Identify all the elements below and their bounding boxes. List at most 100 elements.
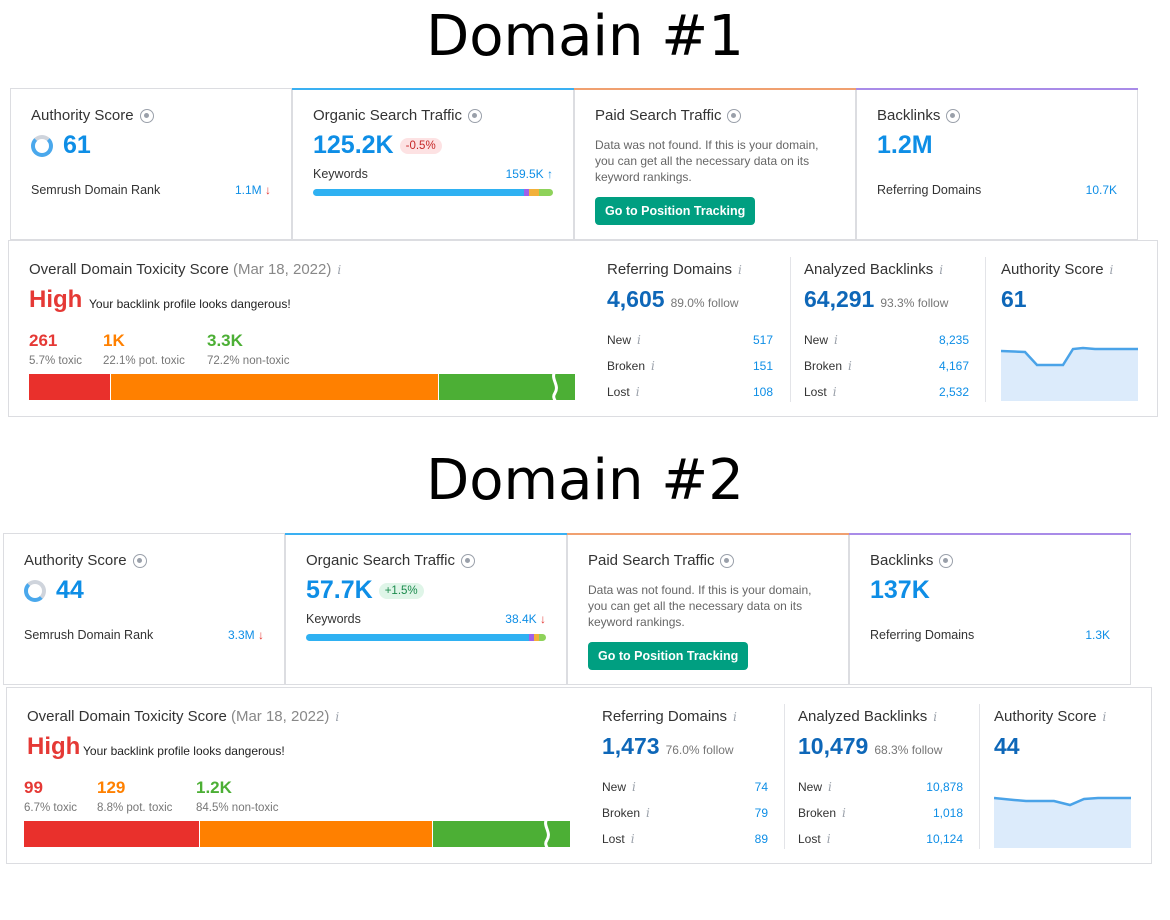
divider [784, 704, 785, 849]
change-badge: -0.5% [399, 138, 442, 154]
info-icon[interactable]: i [933, 710, 938, 724]
info-icon: i [842, 806, 846, 820]
info-icon[interactable]: i [1102, 710, 1107, 724]
potentially-toxic-stat[interactable]: 1K 22.1% pot. toxic [103, 331, 185, 367]
toxicity-panel: Overall Domain Toxicity Score (Mar 18, 2… [6, 687, 1152, 864]
toxicity-bar [29, 374, 575, 400]
keywords-label: Keywords [313, 167, 368, 181]
referring-lost-value[interactable]: 108 [752, 385, 773, 399]
authority-score-value: 61 [63, 131, 91, 159]
toxicity-bar [24, 821, 570, 847]
authority-score-card[interactable]: Authority Score 61 Semrush Domain Rank 1… [10, 88, 292, 240]
organic-traffic-value[interactable]: 125.2K -0.5% [313, 131, 442, 160]
card-title: Backlinks [870, 552, 934, 569]
globe-icon [946, 108, 961, 123]
info-icon: i [848, 359, 852, 373]
referring-domains-total[interactable]: 4,605 89.0% follow [607, 286, 739, 312]
referring-domains-label: Referring Domains [877, 183, 982, 197]
authority-trend-chart[interactable] [994, 788, 1131, 850]
referring-broken-value[interactable]: 79 [754, 806, 768, 820]
toxicity-level: High [27, 733, 81, 760]
referring-domains-label: Referring Domains [870, 628, 975, 642]
potentially-toxic-stat[interactable]: 129 8.8% pot. toxic [97, 778, 173, 814]
paid-traffic-card[interactable]: Paid Search Traffic Data was not found. … [567, 533, 849, 685]
analyzed-lost-value[interactable]: 2,532 [938, 385, 969, 399]
referring-broken-value[interactable]: 151 [752, 359, 773, 373]
backlinks-value[interactable]: 1.2M [877, 131, 933, 159]
divider [790, 257, 791, 402]
globe-icon [467, 108, 482, 123]
referring-domains-column: Referring Domains i 1,473 76.0% follow New… [602, 708, 768, 846]
authority-ring-icon [31, 135, 53, 157]
analyzed-broken-value[interactable]: 4,167 [938, 359, 969, 373]
referring-new-value[interactable]: 517 [752, 333, 773, 347]
info-icon[interactable]: i [738, 263, 742, 277]
info-icon[interactable]: i [335, 710, 340, 724]
backlinks-value[interactable]: 137K [870, 576, 930, 604]
toxic-stat[interactable]: 99 6.7% toxic [24, 778, 78, 814]
backlinks-card[interactable]: Backlinks 1.2M Referring Domains 10.7K [856, 88, 1138, 240]
divider [979, 704, 980, 849]
toxicity-note: Your backlink profile looks dangerous! [83, 744, 285, 758]
go-to-position-tracking-button[interactable]: Go to Position Tracking [595, 197, 756, 225]
authority-trend-column: Authority Score i 61 [1001, 241, 1146, 418]
keywords-value[interactable]: 159.5K ↑ [505, 167, 553, 181]
backlinks-card[interactable]: Backlinks 137K Referring Domains 1.3K [849, 533, 1131, 685]
globe-icon [139, 108, 154, 123]
analyzed-backlinks-total[interactable]: 64,291 93.3% follow [804, 286, 949, 312]
analyzed-new-value[interactable]: 8,235 [938, 333, 969, 347]
referring-domains-total[interactable]: 1,473 76.0% follow [602, 733, 734, 759]
info-icon: i [834, 333, 838, 347]
domain-2-heading: Domain #2 [426, 448, 744, 513]
domain-rank-value[interactable]: 1.1M ↓ [234, 183, 271, 197]
authority-trend-column: Authority Score i 44 [994, 688, 1139, 865]
authority-score-card[interactable]: Authority Score 44 Semrush Domain Rank 3… [3, 533, 285, 685]
arrow-down-icon: ↓ [265, 183, 271, 197]
analyzed-broken-value[interactable]: 1,018 [932, 806, 963, 820]
organic-traffic-card[interactable]: Organic Search Traffic 57.7K +1.5% Keywor… [285, 533, 567, 685]
card-title: Organic Search Traffic [306, 552, 455, 569]
info-icon: i [832, 385, 837, 399]
referring-lost-value[interactable]: 89 [754, 832, 768, 846]
change-badge: +1.5% [378, 583, 424, 599]
non-toxic-stat[interactable]: 3.3K 72.2% non-toxic [207, 331, 290, 367]
authority-ring-icon [24, 580, 46, 602]
divider [985, 257, 986, 402]
analyzed-lost-value[interactable]: 10,124 [926, 832, 963, 846]
info-icon[interactable]: i [733, 710, 737, 724]
referring-domains-value[interactable]: 1.3K [1085, 628, 1110, 642]
paid-traffic-card[interactable]: Paid Search Traffic Data was not found. … [574, 88, 856, 240]
keywords-distribution-bar [313, 189, 553, 196]
organic-traffic-value[interactable]: 57.7K +1.5% [306, 576, 424, 605]
keywords-distribution-bar [306, 634, 546, 641]
go-to-position-tracking-button[interactable]: Go to Position Tracking [588, 642, 749, 670]
referring-new-value[interactable]: 74 [754, 780, 768, 794]
info-icon: i [637, 333, 641, 347]
no-data-message: Data was not found. If this is your doma… [588, 583, 812, 629]
domain-2-section: Authority Score 44 Semrush Domain Rank 3… [0, 445, 1170, 865]
organic-traffic-card[interactable]: Organic Search Traffic 125.2K -0.5% Keywo… [292, 88, 574, 240]
arrow-down-icon: ↓ [540, 612, 546, 626]
analyzed-backlinks-total[interactable]: 10,479 68.3% follow [798, 733, 943, 759]
info-icon: i [632, 780, 636, 794]
info-icon[interactable]: i [1109, 263, 1114, 277]
referring-domains-value[interactable]: 10.7K [1085, 183, 1117, 197]
toxicity-panel: Overall Domain Toxicity Score (Mar 18, 2… [8, 240, 1158, 417]
card-title: Authority Score [24, 552, 127, 569]
arrow-down-icon: ↓ [258, 628, 264, 642]
authority-trend-chart[interactable] [1001, 341, 1138, 403]
domain-rank-value[interactable]: 3.3M ↓ [227, 628, 264, 642]
toxic-stat[interactable]: 261 5.7% toxic [29, 331, 83, 367]
non-toxic-stat[interactable]: 1.2K 84.5% non-toxic [196, 778, 279, 814]
globe-icon [727, 108, 742, 123]
globe-icon [460, 553, 475, 568]
authority-trend-value: 44 [994, 733, 1020, 759]
arrow-up-icon: ↑ [547, 167, 553, 181]
keywords-value[interactable]: 38.4K ↓ [505, 612, 546, 626]
info-icon: i [630, 832, 635, 846]
toxicity-note: Your backlink profile looks dangerous! [89, 297, 291, 311]
info-icon[interactable]: i [939, 263, 944, 277]
info-icon[interactable]: i [337, 263, 342, 277]
analyzed-new-value[interactable]: 10,878 [926, 780, 963, 794]
domain-1-heading: Domain #1 [426, 4, 744, 69]
